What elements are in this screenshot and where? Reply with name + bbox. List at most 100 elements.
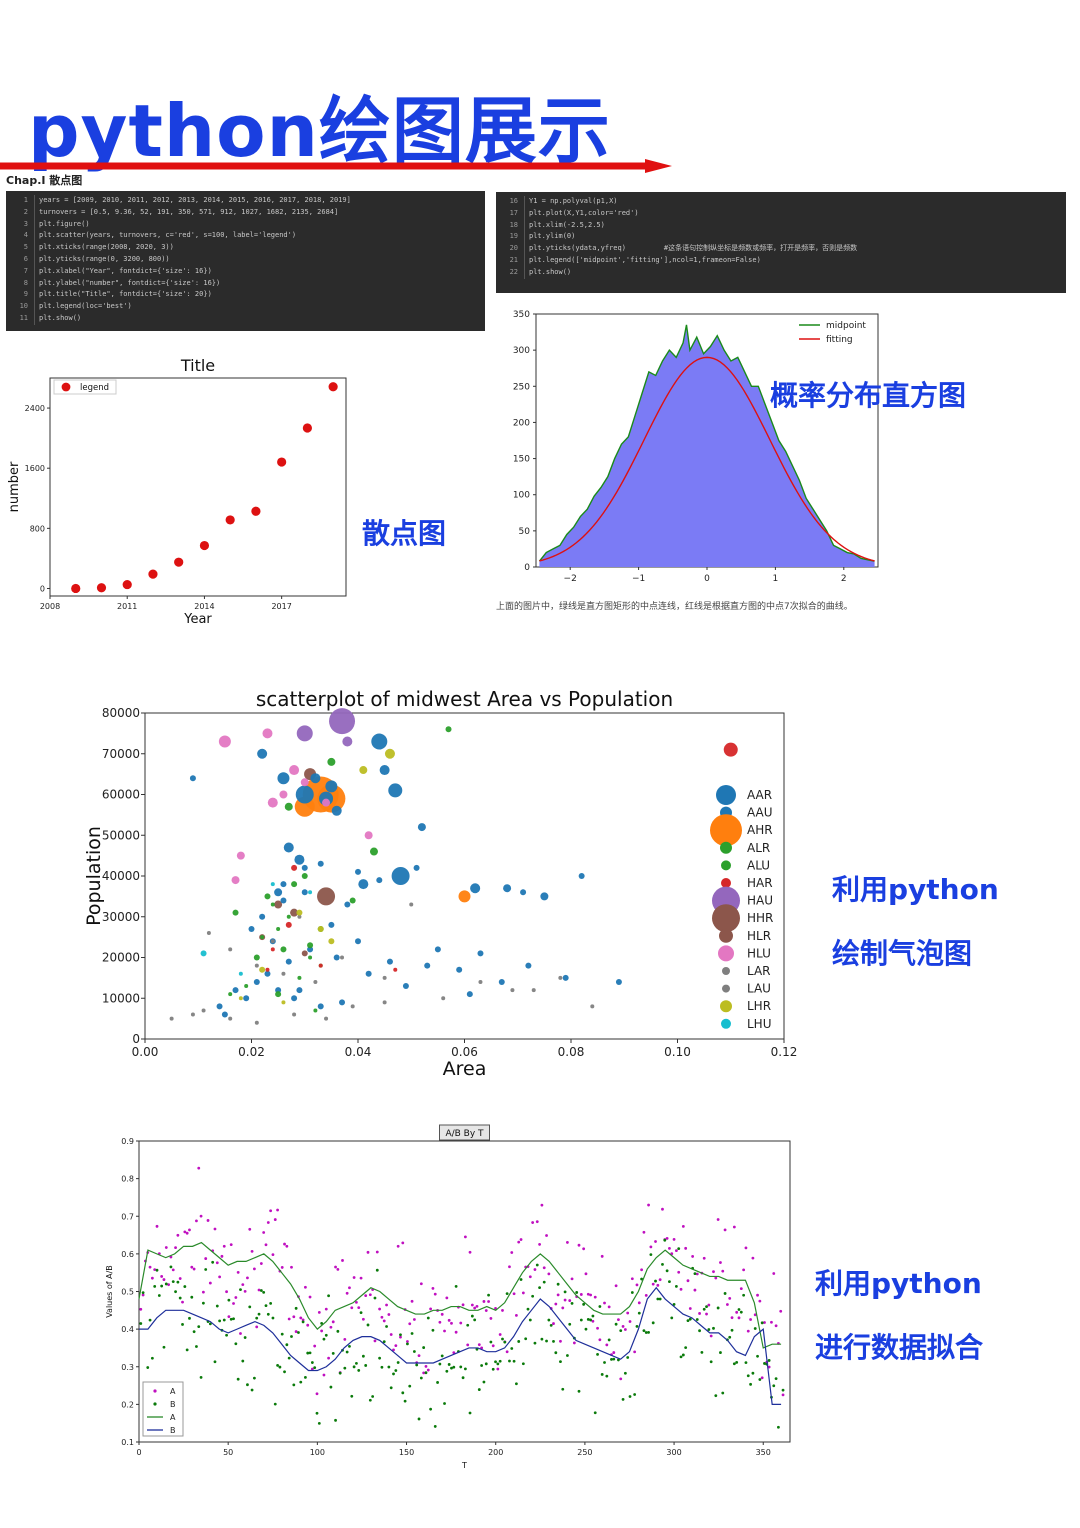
bubble-aar: [470, 883, 481, 894]
bubble-alr: [264, 893, 271, 900]
data-point-a: [171, 1268, 175, 1272]
bubble-aau: [301, 889, 308, 896]
bubble-aau: [365, 970, 372, 977]
legend-label: LAU: [747, 982, 771, 996]
data-point-a: [160, 1275, 164, 1278]
bubble-aar: [371, 733, 388, 750]
data-point-a: [661, 1207, 664, 1211]
scatter-point: [302, 423, 312, 433]
y-tick-label: 0.6: [121, 1250, 134, 1259]
data-point-a: [229, 1243, 233, 1247]
data-point-b: [598, 1305, 602, 1308]
data-point-b: [313, 1366, 317, 1370]
data-point-b: [503, 1340, 507, 1344]
code-line-number: 11: [6, 312, 35, 325]
bubble-aau: [520, 889, 527, 896]
data-point-b: [684, 1346, 688, 1350]
midpoint-line: [538, 324, 875, 562]
code-line: 18 plt.xlim(-2.5,2.5): [496, 219, 1066, 232]
data-point-b: [732, 1362, 736, 1366]
bubble-aau: [413, 864, 420, 871]
data-point-b: [447, 1363, 451, 1366]
data-point-a: [466, 1343, 470, 1347]
bubble-aar: [388, 783, 403, 798]
legend-label: HLU: [747, 946, 771, 960]
data-point-a: [218, 1275, 222, 1279]
data-point-b: [433, 1425, 437, 1428]
data-point-b: [157, 1294, 161, 1297]
data-point-b: [250, 1388, 254, 1392]
histogram-area: [539, 324, 875, 567]
data-point-b: [336, 1329, 340, 1333]
data-point-a: [382, 1319, 386, 1323]
bubble-aau: [615, 978, 622, 985]
scatter-point: [199, 540, 210, 551]
code-line: 4 plt.scatter(years, turnovers, c='red', …: [6, 230, 485, 243]
data-point-b: [719, 1351, 722, 1354]
histogram-label: 概率分布直方图: [770, 379, 967, 412]
bubble-aau: [285, 958, 292, 965]
data-point-b: [343, 1366, 347, 1370]
bubble-hlu: [322, 798, 331, 807]
code-line-number: 21: [496, 254, 525, 267]
data-point-a: [593, 1295, 597, 1299]
code-block-histogram: 16 Y1 = np.polyval(p1,X) 17 plt.plot(X,Y1,c…: [496, 192, 1066, 293]
bubble-aar: [277, 772, 290, 785]
code-line-number: 18: [496, 219, 525, 232]
legend-label: B: [170, 1400, 176, 1409]
data-point-b: [408, 1384, 412, 1388]
data-point-b: [533, 1341, 537, 1345]
title-box: [439, 1124, 490, 1141]
data-point-b: [229, 1317, 233, 1321]
data-point-b: [577, 1389, 581, 1393]
y-tick-label: 300: [513, 346, 530, 356]
data-point-a: [348, 1286, 351, 1290]
x-axis-label: Area: [443, 1058, 487, 1080]
data-point-a: [292, 1315, 296, 1319]
data-point-a: [364, 1294, 368, 1298]
data-point-a: [220, 1254, 224, 1258]
chart-title: scatterplot of midwest Area vs Populatio…: [256, 687, 673, 711]
data-point-a: [181, 1300, 184, 1304]
data-point-a: [389, 1333, 393, 1336]
data-point-a: [148, 1265, 152, 1269]
data-point-a: [721, 1269, 725, 1273]
bubble-aar: [503, 884, 512, 893]
data-point-a: [538, 1243, 541, 1246]
x-tick-label: 0.10: [664, 1045, 691, 1059]
data-point-b: [633, 1393, 637, 1396]
bubble-aar: [417, 823, 426, 832]
code-line-text: plt.legend(loc='best'): [39, 302, 132, 311]
code-line: 2 turnovers = [0.5, 9.36, 52, 191, 350, 5…: [6, 206, 485, 219]
data-point-b: [742, 1293, 746, 1297]
bubble-lar: [297, 914, 302, 919]
code-line-text: years = [2009, 2010, 2011, 2012, 2013, 2…: [39, 196, 351, 204]
fitting-curve: [539, 356, 875, 562]
y-tick-label: 0.7: [121, 1212, 134, 1221]
bubble-hlu: [218, 735, 231, 748]
data-point-b: [169, 1265, 173, 1269]
legend-label: A: [170, 1413, 176, 1422]
data-point-b: [355, 1361, 358, 1365]
bubble-lar: [510, 988, 515, 993]
data-point-b: [644, 1331, 648, 1334]
bubble-aau: [280, 881, 287, 888]
bubble-alu: [313, 1008, 318, 1013]
data-point-b: [429, 1407, 433, 1411]
data-point-a: [619, 1377, 623, 1381]
data-point-b: [178, 1296, 182, 1300]
bubble-lhu: [308, 890, 313, 895]
legend-label: LHU: [747, 1017, 772, 1031]
data-point-a: [554, 1302, 558, 1306]
data-point-b: [357, 1369, 361, 1372]
data-point-b: [552, 1339, 555, 1343]
data-point-b: [327, 1294, 330, 1298]
bubble-aau: [434, 946, 441, 953]
data-point-a: [378, 1307, 382, 1311]
data-point-a: [355, 1300, 358, 1304]
bubble-aau: [525, 962, 532, 969]
data-point-a: [693, 1288, 697, 1292]
data-point-a: [287, 1317, 291, 1321]
data-point-a: [306, 1323, 310, 1327]
data-point-b: [517, 1340, 521, 1343]
